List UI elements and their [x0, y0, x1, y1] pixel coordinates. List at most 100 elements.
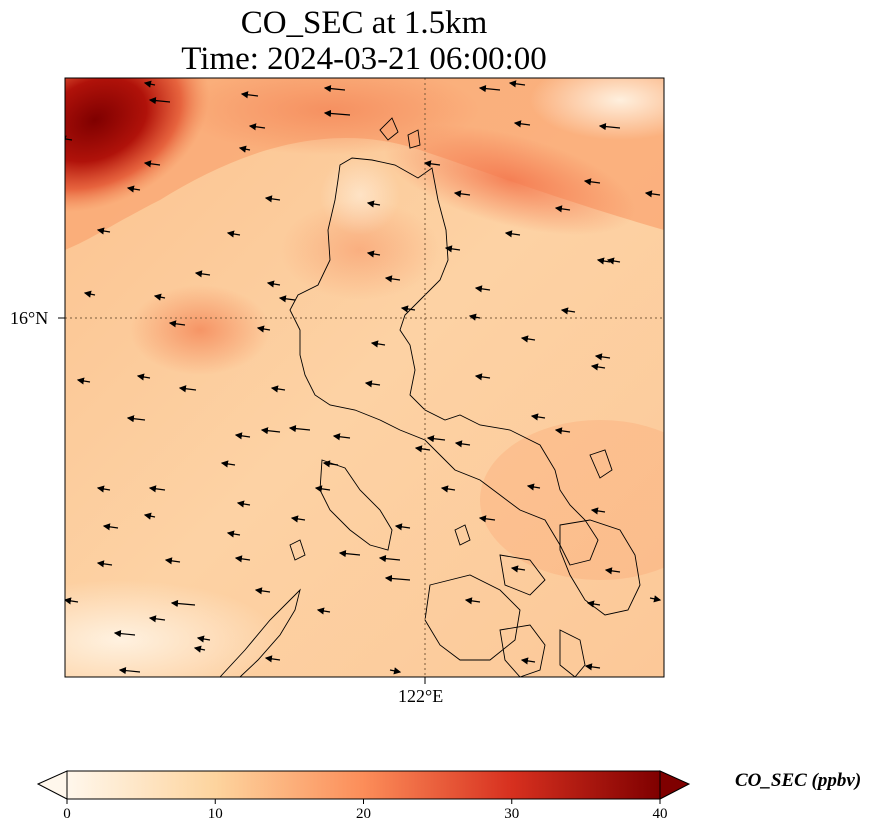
wind-arrow [468, 313, 481, 321]
wind-vectors [65, 80, 662, 675]
wind-arrow [513, 120, 531, 128]
panay-coastline [424, 574, 521, 661]
wind-arrow [584, 663, 601, 671]
wind-arrow [453, 190, 471, 198]
wind-arrow [332, 433, 351, 441]
colorbar-extend-max [659, 770, 691, 800]
co-concentration-field [65, 78, 664, 677]
colorbar-tick-label: 10 [207, 806, 223, 822]
wind-arrow [370, 340, 386, 348]
colorbar-tick-label: 40 [652, 806, 668, 822]
wind-arrow [234, 555, 251, 563]
wind-arrow [649, 595, 662, 603]
wind-arrow [65, 135, 73, 143]
wind-arrow [554, 205, 571, 213]
wind-arrow [510, 565, 526, 573]
wind-arrow [504, 230, 521, 238]
wind-arrow [478, 515, 496, 523]
wind-arrow [256, 325, 271, 333]
wind-arrow [96, 560, 113, 568]
cebu-coastline [559, 629, 586, 677]
small-island [379, 117, 399, 141]
wind-arrow [290, 515, 306, 523]
wind-arrow [143, 80, 156, 88]
wind-arrow [236, 500, 251, 508]
coastlines [219, 117, 641, 677]
luzon-coastline [289, 157, 599, 566]
longitude-tick-label: 122°E [398, 686, 444, 706]
wind-arrow [590, 363, 606, 371]
wind-arrow [266, 280, 281, 288]
wind-arrow [322, 460, 339, 468]
wind-arrow [264, 195, 281, 203]
colorbar-tick-label: 30 [504, 806, 520, 822]
wind-arrow [520, 335, 536, 343]
wind-arrow [126, 415, 146, 423]
wind-arrow [153, 293, 166, 301]
wind-arrow [148, 485, 166, 493]
wind-arrow [554, 427, 571, 435]
wind-arrow [389, 667, 402, 675]
wind-arrow [583, 178, 601, 186]
small-island [289, 539, 306, 561]
wind-arrow [323, 85, 346, 93]
mindoro-coastline [319, 459, 393, 551]
masbate-coastline [499, 554, 546, 596]
wind-arrow [384, 275, 401, 283]
wind-arrow [178, 385, 197, 393]
wind-arrow [143, 512, 156, 520]
map-frame [64, 77, 665, 678]
wind-arrow [226, 230, 241, 238]
wind-arrow [164, 557, 181, 565]
wind-arrow [96, 485, 111, 493]
wind-arrow [226, 530, 241, 538]
colorbar-gradient [66, 770, 661, 800]
small-island [454, 524, 471, 546]
wind-arrow [96, 227, 111, 235]
wind-arrow [598, 123, 621, 131]
wind-arrow [238, 145, 251, 153]
wind-arrow [594, 353, 611, 361]
wind-arrow [143, 160, 161, 168]
wind-arrow [170, 599, 196, 608]
colorbar [36, 770, 691, 804]
wind-arrow [316, 607, 331, 615]
catanduanes-coastline [589, 449, 613, 479]
wind-arrow [378, 555, 401, 563]
colorbar-tick-label: 0 [63, 806, 71, 822]
wind-arrow [193, 645, 206, 653]
wind-arrow [254, 587, 271, 595]
wind-arrow [264, 655, 281, 663]
wind-arrow [323, 109, 351, 118]
wind-arrow [560, 307, 576, 315]
wind-arrow [260, 427, 281, 435]
wind-arrow [220, 460, 236, 468]
wind-arrow [102, 523, 119, 531]
wind-arrow [278, 295, 296, 303]
wind-arrow [240, 91, 259, 99]
colorbar-tick-label: 20 [356, 806, 371, 822]
wind-arrow [194, 270, 211, 278]
wind-arrow [508, 80, 526, 88]
wind-arrow [604, 567, 621, 575]
wind-arrow [338, 550, 361, 558]
wind-arrow [234, 432, 251, 440]
wind-arrow [414, 445, 431, 453]
wind-arrow [168, 320, 186, 328]
wind-arrow [65, 597, 79, 605]
wind-arrow [113, 630, 136, 638]
wind-arrow [526, 483, 541, 491]
small-island [407, 129, 421, 149]
wind-arrow [474, 373, 491, 381]
wind-arrow [464, 597, 481, 605]
wind-arrow [586, 600, 601, 608]
colorbar-label: CO_SEC (ppbv) [735, 770, 862, 791]
map-subtitle-time: Time: 2024-03-21 06:00:00 [181, 41, 547, 77]
samar-coastline [559, 519, 641, 616]
wind-arrow [454, 440, 471, 448]
wind-arrow [520, 657, 536, 665]
colorbar-extend-min [36, 770, 68, 800]
map-title: CO_SEC at 1.5km [240, 5, 488, 41]
wind-arrow [364, 380, 381, 388]
wind-arrow [288, 425, 311, 433]
